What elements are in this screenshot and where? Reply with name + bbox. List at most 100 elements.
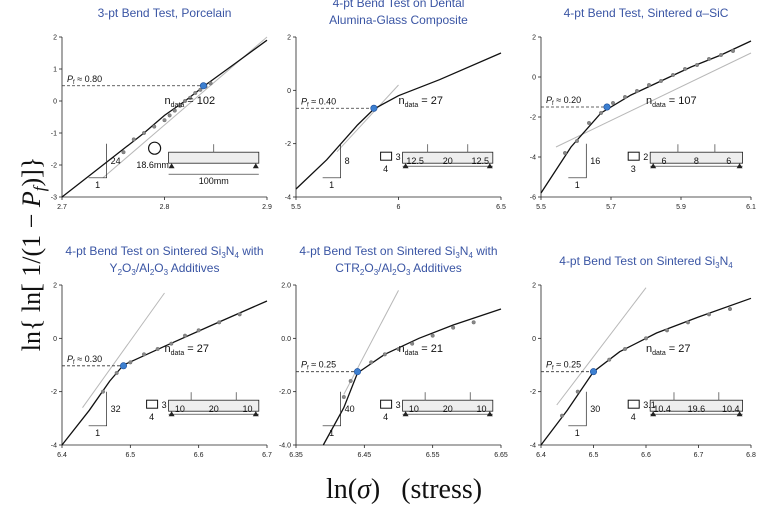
reference-line <box>343 290 399 395</box>
data-point <box>607 357 612 362</box>
cross-height: 3 <box>396 400 401 410</box>
span-b: 20 <box>443 404 453 414</box>
x-tick-label: 6.6 <box>194 452 204 459</box>
data-point <box>471 320 476 325</box>
panel-4: 4-pt Bend Test on Sintered Si3​N4​ withY… <box>51 244 272 459</box>
fit-curve <box>61 39 268 198</box>
data-point <box>659 78 664 83</box>
data-point <box>128 360 133 365</box>
data-point <box>665 328 670 333</box>
cross-height: 3 <box>396 152 401 162</box>
y-tick-label: 2 <box>532 283 536 290</box>
span-a: 6 <box>662 156 667 166</box>
y-tick-label: 2.0 <box>281 283 291 290</box>
ndata-label: ndata = 21 <box>399 343 444 357</box>
data-point <box>382 352 387 357</box>
span-c: 10 <box>477 404 487 414</box>
cross-height: 3.1 <box>643 400 656 410</box>
ndata-label: ndata = 27 <box>646 343 691 357</box>
span-b: 20 <box>443 156 453 166</box>
cross-width: 4 <box>631 412 636 422</box>
data-point <box>695 63 700 68</box>
specimen-diameter: 18.6mm <box>136 160 169 170</box>
pf-marker <box>353 368 361 376</box>
data-point <box>623 347 628 352</box>
y-tick-label: -2 <box>285 141 291 148</box>
span-b: 20 <box>209 404 219 414</box>
x-tick-label: 5.5 <box>291 204 301 211</box>
y-tick-label: 2 <box>53 35 57 42</box>
pf-label: Pf ≈ 0.40 <box>301 96 336 108</box>
x-tick-label: 6.1 <box>746 204 756 211</box>
panel-title: Y2​O3​/Al2​O3​ Additives <box>110 261 220 277</box>
data-point <box>152 124 157 129</box>
x-tick-label: 6.65 <box>494 452 508 459</box>
y-tick-label: -2 <box>530 389 536 396</box>
x-tick-label: 6.7 <box>694 452 704 459</box>
slope-run: 1 <box>329 180 334 190</box>
cross-height: 2 <box>643 152 648 162</box>
pf-marker <box>120 362 128 370</box>
x-tick-label: 6 <box>397 204 401 211</box>
y-tick-label: -4.0 <box>279 443 291 450</box>
span-a: 12.5 <box>406 156 424 166</box>
span-c: 10.4 <box>722 404 740 414</box>
data-point <box>177 103 182 108</box>
panel-title: 4-pt Bend Test, Sintered α–SiC <box>564 6 729 20</box>
data-point <box>563 150 568 155</box>
cross-section <box>627 399 640 409</box>
panel-6: 4-pt Bend Test on Sintered Si3​N4​ -4 -2 0 2… <box>530 254 756 459</box>
specimen-beam <box>168 399 260 412</box>
pf-label: Pf ≈ 0.25 <box>546 360 581 372</box>
y-tick-label: 0 <box>287 88 291 95</box>
y-tick-label: 0 <box>532 336 536 343</box>
data-point <box>575 389 580 394</box>
reference-line <box>82 292 165 408</box>
data-point <box>193 90 198 95</box>
panel-title: Alumina-Glass Composite <box>329 13 468 27</box>
fit-curve <box>322 308 502 446</box>
reference-line <box>336 84 399 153</box>
slope-rise: 8 <box>345 156 350 166</box>
span-b: 8 <box>694 156 699 166</box>
slope-triangle <box>322 143 341 179</box>
panel-title: 4-pt Bend Test on Dental <box>333 0 465 10</box>
x-tick-label: 6.5 <box>589 452 599 459</box>
x-tick-label: 6.4 <box>536 452 546 459</box>
data-point <box>635 88 640 93</box>
data-point <box>707 312 712 317</box>
data-point <box>114 371 119 376</box>
y-tick-label: 0.0 <box>281 336 291 343</box>
x-tick-label: 5.7 <box>606 204 616 211</box>
x-tick-label: 6.8 <box>746 452 756 459</box>
data-point <box>731 49 736 54</box>
slope-run: 1 <box>95 428 100 438</box>
ndata-label: ndata = 27 <box>399 95 444 109</box>
data-point <box>575 138 580 143</box>
data-point <box>396 347 401 352</box>
data-point <box>599 110 604 115</box>
y-tick-label: 2 <box>53 283 57 290</box>
data-point <box>182 98 187 103</box>
slope-triangle <box>568 391 587 427</box>
specimen-length: 100mm <box>199 176 229 186</box>
data-point <box>719 53 724 58</box>
data-point <box>644 336 649 341</box>
slope-rise: 32 <box>111 404 121 414</box>
data-point <box>341 395 346 400</box>
data-point <box>348 379 353 384</box>
pf-marker <box>603 103 611 111</box>
data-point <box>155 347 160 352</box>
panel-2: 4-pt Bend Test on Dental Alumina-Glass Co… <box>285 0 506 211</box>
data-point <box>237 312 242 317</box>
y-tick-label: 0 <box>532 75 536 82</box>
reference-line <box>555 52 752 148</box>
y-tick-label: -2 <box>51 389 57 396</box>
data-point <box>683 66 688 71</box>
x-tick-label: 6.4 <box>57 452 67 459</box>
reference-line <box>556 287 647 406</box>
cross-section <box>148 141 162 155</box>
data-point <box>121 150 126 155</box>
slope-run: 1 <box>575 428 580 438</box>
